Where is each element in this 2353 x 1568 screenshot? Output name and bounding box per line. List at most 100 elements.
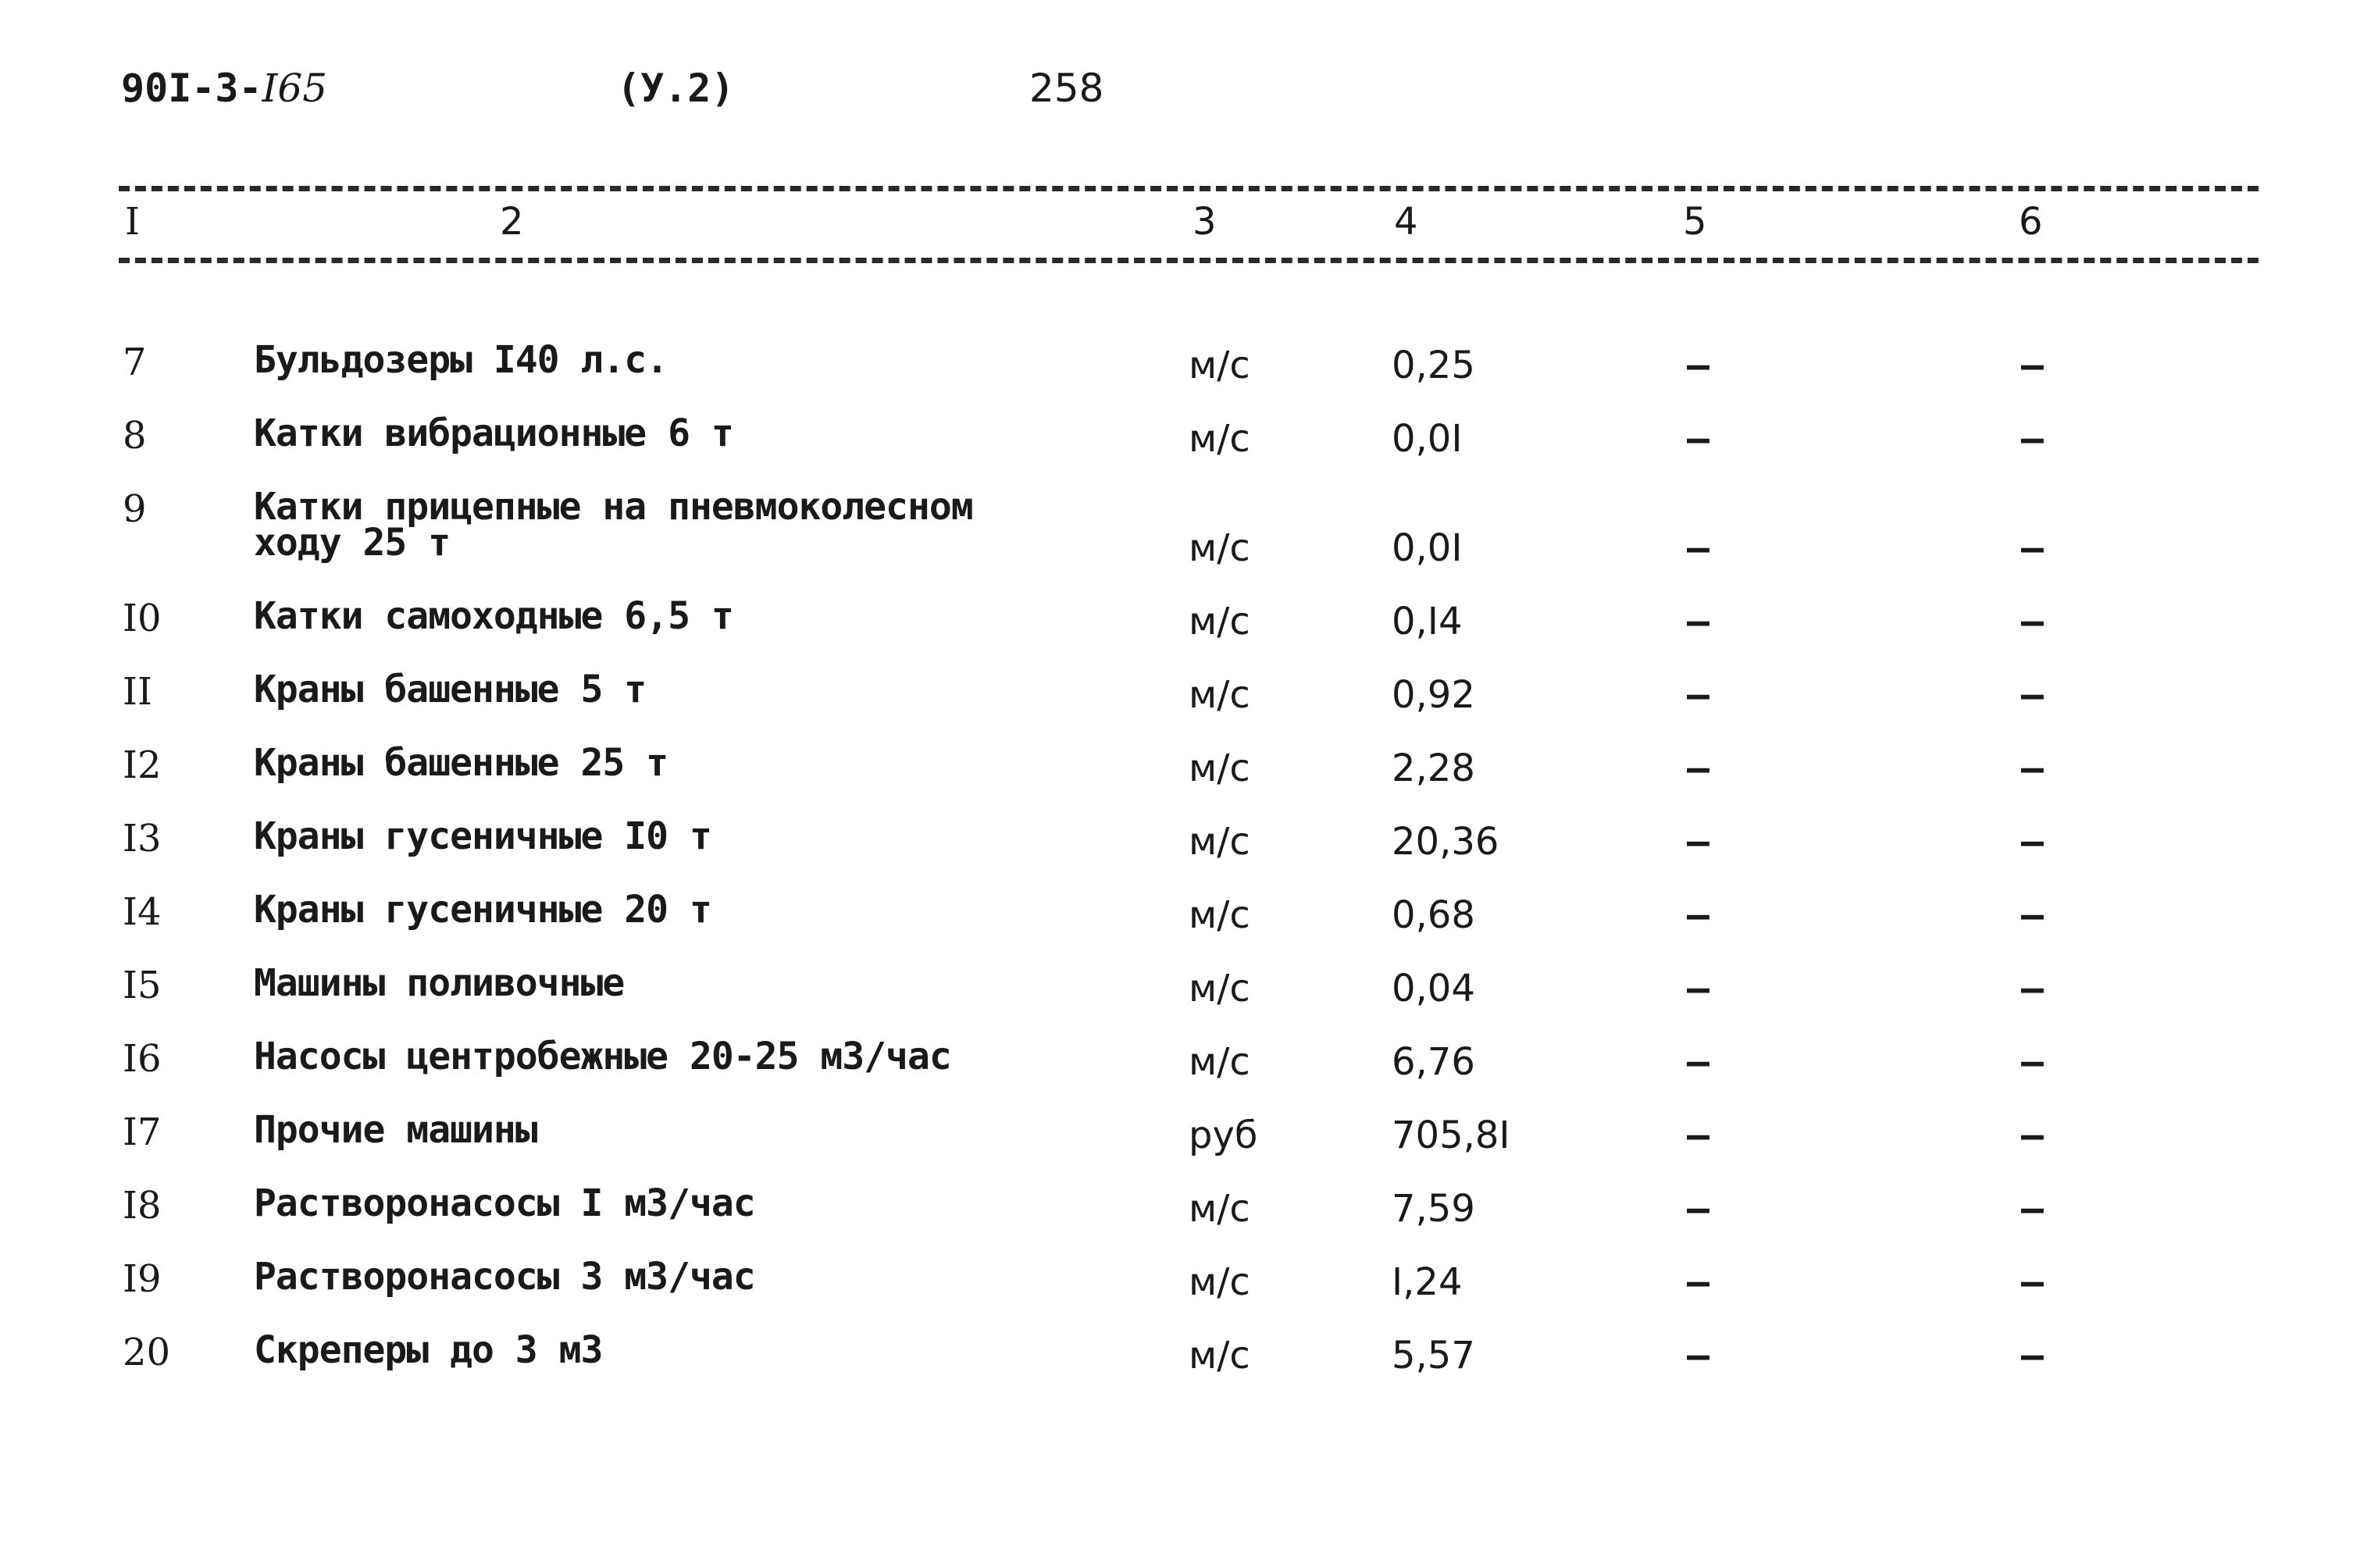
column-5-value: – — [1687, 1187, 1709, 1231]
row-number: I5 — [123, 964, 162, 1007]
unit: м/с — [1189, 747, 1250, 790]
column-header-5: 5 — [1683, 200, 1707, 244]
quantity: 0,92 — [1392, 673, 1475, 717]
row-number: 8 — [123, 414, 147, 458]
machine-name: Краны башенные 5 т — [254, 671, 647, 708]
column-5-value: – — [1687, 1334, 1709, 1377]
machine-name-line: Растворонасосы I м3/час — [254, 1181, 756, 1225]
table-row: 9 Катки прицепные на пневмоколесном ходу 2… — [0, 475, 2353, 584]
unit: м/с — [1189, 1334, 1250, 1377]
row-number: I9 — [123, 1257, 162, 1301]
machine-name-line: Растворонасосы 3 м3/час — [254, 1255, 756, 1299]
machine-name-line: Скреперы до 3 м3 — [254, 1328, 603, 1372]
machine-name: Краны гусеничные I0 т — [254, 814, 712, 858]
column-6-value: – — [2021, 417, 2044, 461]
machine-name: Растворонасосы I м3/час — [254, 1181, 756, 1225]
column-5-value: – — [1687, 1040, 1709, 1084]
machine-name: Скреперы до 3 м3 — [254, 1328, 603, 1372]
row-number: 20 — [123, 1331, 171, 1374]
machine-name: Насосы центробежные 20-25 м3/час — [254, 1035, 952, 1078]
column-6-value: – — [2021, 1040, 2044, 1084]
row-number: I0 — [123, 597, 162, 640]
table-row: 8 Катки вибрационные 6 т м/с 0,0I – – — [0, 401, 2353, 475]
table-row: I3 Краны гусеничные I0 т м/с 20,36 – – — [0, 804, 2353, 878]
quantity: 7,59 — [1392, 1187, 1475, 1231]
machine-name: Катки прицепные на пневмоколесном ходу 25… — [254, 488, 974, 565]
column-5-value: – — [1687, 417, 1709, 461]
quantity: 0,25 — [1392, 344, 1475, 387]
machine-name-line: Краны гусеничные I0 т — [254, 814, 712, 858]
column-6-value: – — [2021, 1114, 2044, 1157]
row-number: I3 — [123, 817, 162, 861]
page-number: 258 — [1029, 66, 1104, 111]
quantity: 6,76 — [1392, 1040, 1475, 1084]
quantity: 0,0I — [1392, 417, 1463, 461]
row-number: I8 — [123, 1184, 162, 1228]
row-number: II — [123, 670, 152, 714]
quantity: 0,0I — [1392, 526, 1463, 570]
machine-name: Краны башенные 25 т — [254, 744, 668, 782]
quantity: 2,28 — [1392, 747, 1475, 790]
machine-name-line: Машины поливочные — [254, 961, 625, 1005]
table-row: I8 Растворонасосы I м3/час м/с 7,59 – – — [0, 1171, 2353, 1245]
column-5-value: – — [1687, 1260, 1709, 1304]
unit: м/с — [1189, 820, 1250, 864]
machine-name: Катки вибрационные 6 т — [254, 415, 734, 452]
unit: м/с — [1189, 1187, 1250, 1231]
machine-name: Растворонасосы 3 м3/час — [254, 1255, 756, 1299]
column-header-1: I — [125, 200, 140, 244]
unit: м/с — [1189, 1260, 1250, 1304]
column-5-value: – — [1687, 344, 1709, 387]
column-6-value: – — [2021, 600, 2044, 643]
quantity: 0,I4 — [1392, 600, 1463, 643]
unit: м/с — [1189, 344, 1250, 387]
column-header-2: 2 — [500, 200, 524, 244]
unit: м/с — [1189, 1040, 1250, 1084]
quantity: 0,04 — [1392, 967, 1475, 1010]
table-row: 20 Скреперы до 3 м3 м/с 5,57 – – — [0, 1318, 2353, 1392]
column-header-4: 4 — [1394, 200, 1418, 244]
unit: м/с — [1189, 967, 1250, 1010]
column-5-value: – — [1687, 600, 1709, 643]
unit: м/с — [1189, 526, 1250, 570]
machine-name: Прочие машины — [254, 1108, 538, 1152]
column-5-value: – — [1687, 820, 1709, 864]
table-top-rule — [119, 186, 2259, 191]
document-code-number: I65 — [262, 66, 327, 111]
column-6-value: – — [2021, 967, 2044, 1010]
machine-name: Катки самоходные 6,5 т — [254, 594, 734, 638]
machine-name-line: ходу 25 т — [254, 521, 451, 565]
row-number: I7 — [123, 1110, 162, 1154]
table-row: II Краны башенные 5 т м/с 0,92 – – — [0, 657, 2353, 731]
column-6-value: – — [2021, 673, 2044, 717]
column-6-value: – — [2021, 820, 2044, 864]
column-5-value: – — [1687, 673, 1709, 717]
column-6-value: – — [2021, 1334, 2044, 1377]
machine-name-line: Насосы центробежные 20-25 м3/час — [254, 1035, 952, 1078]
column-5-value: – — [1687, 893, 1709, 937]
machine-name-line: Бульдозеры I40 л.с. — [254, 338, 668, 382]
table-row: I6 Насосы центробежные 20-25 м3/час м/с 6,7… — [0, 1025, 2353, 1098]
machine-name-line: Прочие машины — [254, 1108, 538, 1152]
unit: м/с — [1189, 893, 1250, 937]
table-row: I9 Растворонасосы 3 м3/час м/с I,24 – – — [0, 1245, 2353, 1318]
column-header-3: 3 — [1193, 200, 1217, 244]
column-6-value: – — [2021, 1260, 2044, 1304]
table-header-rule — [119, 258, 2259, 263]
row-number: I4 — [123, 890, 162, 934]
quantity: 5,57 — [1392, 1334, 1475, 1377]
table-row: I4 Краны гусеничные 20 т м/с 0,68 – – — [0, 878, 2353, 951]
row-number: 7 — [123, 340, 147, 384]
machine-name-line: Катки самоходные 6,5 т — [254, 594, 734, 638]
column-6-value: – — [2021, 526, 2044, 570]
column-6-value: – — [2021, 893, 2044, 937]
unit: м/с — [1189, 417, 1250, 461]
column-5-value: – — [1687, 967, 1709, 1010]
column-5-value: – — [1687, 747, 1709, 790]
quantity: I,24 — [1392, 1260, 1463, 1304]
table-row: I7 Прочие машины руб 705,8I – – — [0, 1098, 2353, 1171]
column-5-value: – — [1687, 526, 1709, 570]
column-6-value: – — [2021, 344, 2044, 387]
section-label: (У.2) — [617, 66, 735, 111]
